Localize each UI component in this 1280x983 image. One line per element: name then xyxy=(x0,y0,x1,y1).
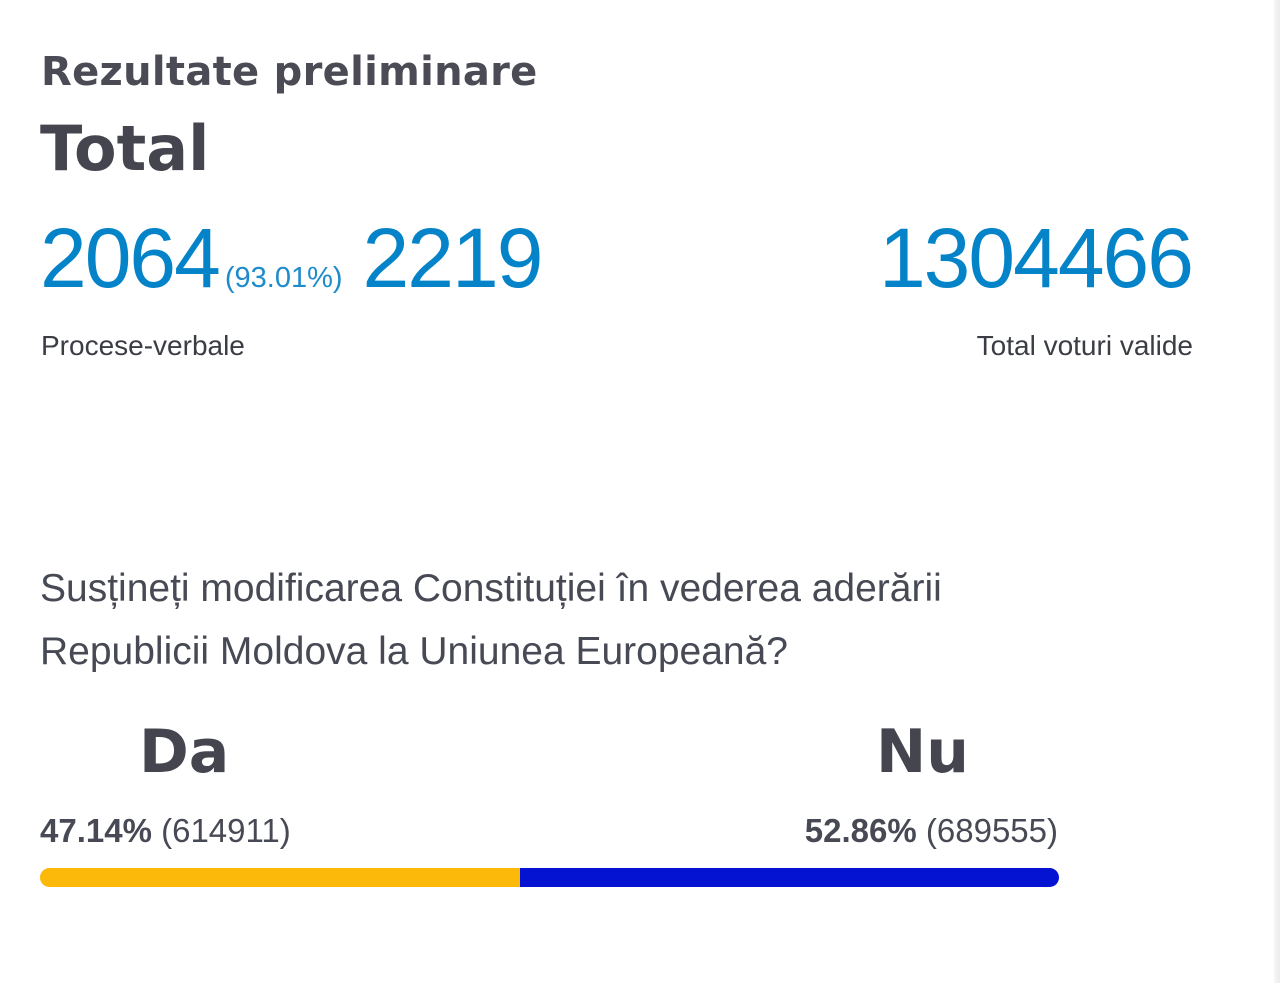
option-yes-label: Da xyxy=(139,717,230,787)
page-heading: Rezultate preliminare xyxy=(41,49,538,95)
processed-protocols-count: 2064 xyxy=(40,211,221,305)
option-no-votes: (689555) xyxy=(925,812,1058,849)
protocols-caption: Procese-verbale xyxy=(41,330,245,361)
processed-percent: (93.01%) xyxy=(224,262,343,294)
question-line-1: Susțineți modificarea Constituției în ve… xyxy=(40,567,942,610)
option-no-percent: 52.86% xyxy=(804,812,917,849)
protocols-stat: 2064 (93.01%) 2219 xyxy=(40,211,544,306)
option-no-result: 52.86% (689555) xyxy=(805,814,1058,847)
valid-votes-count: 1304466 xyxy=(878,211,1194,305)
section-title-total: Total xyxy=(40,112,210,185)
question-line-2: Republicii Moldova la Uniunea Europeană? xyxy=(40,630,788,673)
progress-bar-no-segment xyxy=(520,868,1059,887)
option-no-label: Nu xyxy=(876,717,969,787)
results-progress-bar xyxy=(40,868,1059,887)
option-yes-percent: 47.14% xyxy=(40,812,152,849)
referendum-question: Susțineți modificarea Constituției în ve… xyxy=(40,557,1120,683)
option-yes-votes: (614911) xyxy=(161,812,291,849)
option-yes-result: 47.14% (614911) xyxy=(40,814,291,847)
page-edge-shadow xyxy=(1274,0,1280,983)
total-protocols-count: 2219 xyxy=(362,211,544,305)
valid-votes-caption: Total voturi valide xyxy=(976,330,1193,361)
progress-bar-yes-segment xyxy=(40,868,521,887)
